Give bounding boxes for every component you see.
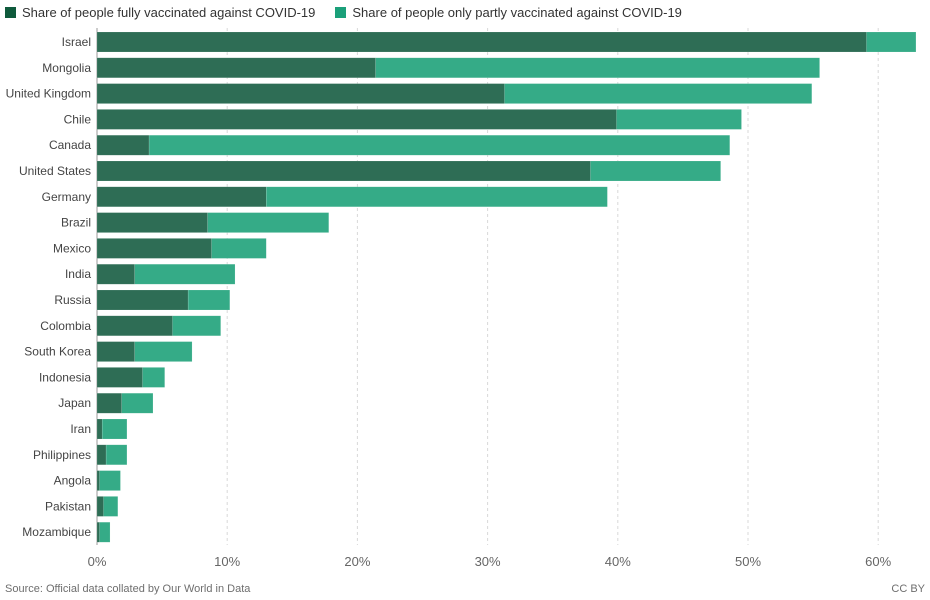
- bar-partly-vaccinated: [207, 212, 330, 233]
- bar-fully-vaccinated: [96, 418, 103, 440]
- legend-label-fully: Share of people fully vaccinated against…: [22, 4, 316, 20]
- bar-fully-vaccinated: [96, 367, 143, 388]
- x-tick-label: 10%: [214, 554, 240, 569]
- bar-partly-vaccinated: [266, 186, 608, 208]
- bar-partly-vaccinated: [103, 496, 119, 517]
- category-label: Angola: [54, 474, 92, 488]
- bar-partly-vaccinated: [866, 31, 917, 53]
- bar-partly-vaccinated: [99, 470, 121, 491]
- bar-fully-vaccinated: [96, 470, 100, 491]
- x-tick-label: 0%: [88, 554, 107, 569]
- bar-fully-vaccinated: [96, 109, 617, 130]
- bar-partly-vaccinated: [211, 238, 267, 259]
- category-label: United States: [19, 164, 91, 178]
- category-label: Chile: [64, 112, 92, 126]
- source-note: Source: Official data collated by Our Wo…: [5, 583, 251, 595]
- bar-partly-vaccinated: [134, 341, 193, 362]
- category-label: Russia: [54, 293, 91, 307]
- category-label: Philippines: [33, 448, 91, 462]
- bar-fully-vaccinated: [96, 496, 104, 517]
- category-label: Germany: [42, 190, 91, 204]
- legend-item-fully-vaccinated[interactable]: Share of people fully vaccinated against…: [5, 5, 315, 20]
- category-label: Iran: [70, 422, 91, 436]
- bar-partly-vaccinated: [148, 134, 731, 156]
- x-tick-label: 60%: [865, 554, 891, 569]
- license-note: CC BY: [891, 583, 925, 595]
- x-tick-label: 40%: [605, 554, 631, 569]
- bar-partly-vaccinated: [616, 109, 742, 130]
- category-label: Israel: [62, 35, 91, 49]
- bar-partly-vaccinated: [105, 444, 128, 466]
- bar-fully-vaccinated: [96, 134, 150, 156]
- category-label: Mozambique: [22, 525, 91, 539]
- bar-partly-vaccinated: [187, 289, 231, 311]
- category-label: Mongolia: [42, 61, 91, 75]
- legend: Share of people fully vaccinated against…: [5, 2, 702, 22]
- bar-partly-vaccinated: [121, 392, 154, 414]
- bar-fully-vaccinated: [96, 341, 136, 362]
- bar-fully-vaccinated: [96, 263, 136, 285]
- legend-item-partly-vaccinated[interactable]: Share of people only partly vaccinated a…: [335, 5, 682, 20]
- category-label: Mexico: [53, 241, 91, 255]
- bar-fully-vaccinated: [96, 212, 208, 233]
- category-label: Indonesia: [39, 370, 91, 384]
- x-tick-label: 30%: [475, 554, 501, 569]
- category-label: India: [65, 267, 91, 281]
- bar-partly-vaccinated: [101, 418, 128, 440]
- x-tick-label: 50%: [735, 554, 761, 569]
- bar-partly-vaccinated: [99, 521, 111, 543]
- bar-fully-vaccinated: [96, 392, 122, 414]
- category-label: Pakistan: [45, 499, 91, 513]
- bar-fully-vaccinated: [96, 238, 212, 259]
- bar-partly-vaccinated: [504, 83, 813, 104]
- bar-fully-vaccinated: [96, 444, 107, 466]
- category-label: Colombia: [40, 319, 91, 333]
- x-tick-label: 20%: [344, 554, 370, 569]
- bar-partly-vaccinated: [590, 160, 721, 182]
- bar-partly-vaccinated: [375, 57, 820, 79]
- bar-partly-vaccinated: [172, 315, 221, 337]
- category-label: Japan: [58, 396, 91, 410]
- bar-partly-vaccinated: [134, 263, 236, 285]
- bar-fully-vaccinated: [96, 289, 189, 311]
- category-label: South Korea: [24, 345, 91, 359]
- bar-fully-vaccinated: [96, 160, 591, 182]
- bar-fully-vaccinated: [96, 31, 867, 53]
- legend-swatch-fully: [5, 6, 16, 18]
- bar-partly-vaccinated: [142, 367, 165, 388]
- legend-swatch-partly: [335, 6, 347, 18]
- bar-fully-vaccinated: [96, 521, 100, 543]
- bar-fully-vaccinated: [96, 186, 267, 208]
- category-label: United Kingdom: [6, 87, 91, 101]
- bar-fully-vaccinated: [96, 83, 505, 104]
- legend-label-partly: Share of people only partly vaccinated a…: [352, 4, 682, 20]
- category-label: Canada: [49, 138, 91, 152]
- bar-fully-vaccinated: [96, 57, 376, 79]
- bar-fully-vaccinated: [96, 315, 173, 337]
- category-label: Brazil: [61, 216, 91, 230]
